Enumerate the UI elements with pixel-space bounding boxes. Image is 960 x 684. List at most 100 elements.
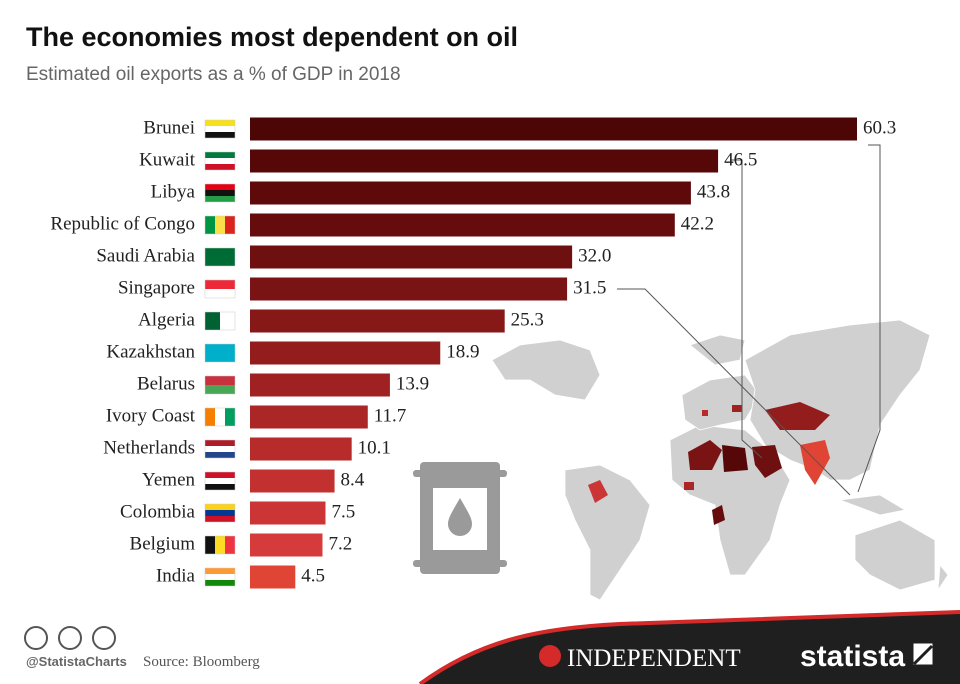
chart-subtitle: Estimated oil exports as a % of GDP in 2…	[26, 64, 401, 85]
value-label: 60.3	[863, 117, 896, 138]
flag-stripe	[205, 510, 235, 516]
category-label: Colombia	[120, 501, 196, 522]
flag-stripe	[205, 472, 235, 478]
flag-stripe	[205, 376, 235, 385]
flag-stripe	[205, 280, 235, 289]
bar	[250, 469, 335, 493]
category-label: Saudi Arabia	[96, 245, 195, 266]
flag	[204, 247, 236, 267]
flag-stripe	[205, 164, 235, 170]
category-label: India	[156, 565, 196, 586]
flag	[204, 119, 236, 139]
value-label: 7.5	[331, 501, 355, 522]
bar	[250, 117, 857, 141]
flag	[204, 567, 236, 587]
flag-stripe	[205, 120, 235, 126]
bar	[250, 341, 441, 365]
flag	[204, 183, 236, 203]
flag-stripe	[205, 478, 235, 484]
category-label: Ivory Coast	[106, 405, 196, 426]
bar	[250, 245, 573, 269]
flag-stripe	[205, 484, 235, 490]
flag-border	[204, 119, 236, 139]
flag-stripe	[205, 254, 235, 260]
flag-border	[204, 567, 236, 587]
flag-border	[204, 471, 236, 491]
bar	[250, 213, 675, 237]
leader-lines	[617, 144, 881, 496]
footer: @StatistaCharts Source: Bloomberg INDEPE…	[24, 610, 960, 684]
flag-border	[204, 407, 236, 427]
value-label: 46.5	[724, 149, 757, 170]
value-label: 31.5	[573, 277, 606, 298]
bar	[250, 277, 568, 301]
flag-stripe	[225, 216, 235, 234]
value-label: 7.2	[328, 533, 352, 554]
flag-stripe	[205, 568, 235, 574]
flag-stripe	[205, 216, 215, 234]
flag-stripe	[205, 516, 235, 522]
bar	[250, 149, 719, 173]
flag-stripe	[205, 536, 215, 554]
world-map	[491, 319, 949, 601]
flag-border	[204, 151, 236, 171]
bar	[250, 437, 352, 461]
credit: @StatistaCharts	[26, 654, 127, 669]
category-label: Singapore	[118, 277, 195, 298]
value-label: 42.2	[681, 213, 714, 234]
category-label: Belarus	[137, 373, 195, 394]
value-label: 43.8	[697, 181, 730, 202]
flag	[204, 471, 236, 491]
flag-stripe	[225, 536, 235, 554]
flag-stripe	[205, 126, 235, 132]
category-label: Yemen	[142, 469, 195, 490]
bar	[250, 501, 326, 525]
flag-stripe	[215, 408, 225, 426]
flag	[204, 311, 236, 331]
flag-stripe	[205, 440, 235, 446]
value-label: 25.3	[511, 309, 544, 330]
flag-stripe	[205, 289, 235, 298]
flag-stripe	[205, 158, 235, 164]
flag-stripe	[205, 152, 235, 158]
flag	[204, 343, 236, 363]
flag	[204, 407, 236, 427]
value-label: 10.1	[358, 437, 391, 458]
flag-stripe	[205, 190, 235, 196]
value-label: 4.5	[301, 565, 325, 586]
bar	[250, 181, 691, 205]
flag-border	[204, 279, 236, 299]
flag-border	[204, 215, 236, 235]
flag-stripe	[215, 536, 225, 554]
flag-stripe	[220, 312, 235, 330]
category-label: Belgium	[130, 533, 196, 554]
bar	[250, 373, 390, 397]
flag	[204, 439, 236, 459]
category-label: Kuwait	[139, 149, 196, 170]
value-label: 11.7	[374, 405, 407, 426]
category-label: Libya	[151, 181, 196, 202]
flag-stripe	[205, 184, 235, 190]
flag-stripe	[205, 344, 235, 353]
flag-stripe	[205, 132, 235, 138]
flag-stripe	[215, 216, 225, 234]
flag-stripe	[225, 408, 235, 426]
flag	[204, 503, 236, 523]
flag	[204, 279, 236, 299]
flag	[204, 215, 236, 235]
flag-stripe	[205, 196, 235, 202]
flag-stripe	[205, 385, 235, 394]
flag-border	[204, 375, 236, 395]
value-label: 8.4	[341, 469, 365, 490]
flag-stripe	[205, 312, 220, 330]
flag-stripe	[205, 452, 235, 458]
flag	[204, 375, 236, 395]
value-label: 13.9	[396, 373, 429, 394]
flag-stripe	[205, 580, 235, 586]
oil-barrel	[413, 462, 507, 574]
category-label: Republic of Congo	[50, 213, 195, 234]
flag-border	[204, 535, 236, 555]
brand: statista	[800, 640, 905, 673]
flag	[204, 535, 236, 555]
